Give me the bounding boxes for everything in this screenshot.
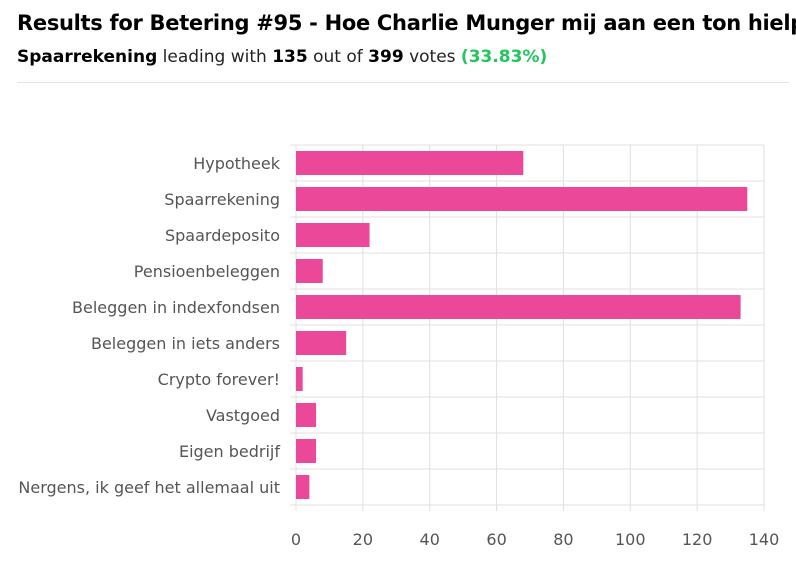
out-of-text: out of [313, 47, 363, 67]
x-tick-label: 40 [420, 530, 440, 549]
x-tick-label: 80 [553, 530, 573, 549]
total-votes: 399 [368, 47, 404, 67]
category-label: Pensioenbeleggen [134, 262, 280, 281]
x-tick-label: 60 [486, 530, 506, 549]
x-tick-label: 120 [682, 530, 713, 549]
leading-with-text: leading with [162, 47, 267, 67]
leader-name: Spaarrekening [17, 47, 158, 67]
results-summary: Spaarrekening leading with 135 out of 39… [17, 44, 547, 70]
bar [296, 151, 524, 175]
leader-percentage: (33.83%) [460, 47, 548, 67]
category-label: Crypto forever! [158, 370, 280, 389]
bar [296, 331, 347, 355]
x-tick-label: 140 [749, 530, 780, 549]
x-tick-label: 100 [615, 530, 646, 549]
x-tick-label: 20 [353, 530, 373, 549]
bar [296, 439, 317, 463]
category-label: Hypotheek [193, 154, 281, 173]
x-tick-label: 0 [291, 530, 301, 549]
bar [296, 259, 323, 283]
bar [296, 475, 310, 499]
header-divider [17, 82, 789, 83]
category-label: Eigen bedrijf [179, 442, 280, 461]
category-label: Beleggen in indexfondsen [72, 298, 280, 317]
category-label: Spaardeposito [165, 226, 280, 245]
leader-votes: 135 [272, 47, 308, 67]
bar [296, 187, 748, 211]
category-label: Vastgoed [206, 406, 280, 425]
category-label: Nergens, ik geef het allemaal uit [18, 478, 280, 497]
category-label: Beleggen in iets anders [91, 334, 280, 353]
bar [296, 367, 303, 391]
bar [296, 223, 370, 247]
bar [296, 403, 317, 427]
bar [296, 295, 741, 319]
page-title: Results for Betering #95 - Hoe Charlie M… [17, 11, 796, 35]
votes-text: votes [409, 47, 456, 67]
category-label: Spaarrekening [164, 190, 280, 209]
